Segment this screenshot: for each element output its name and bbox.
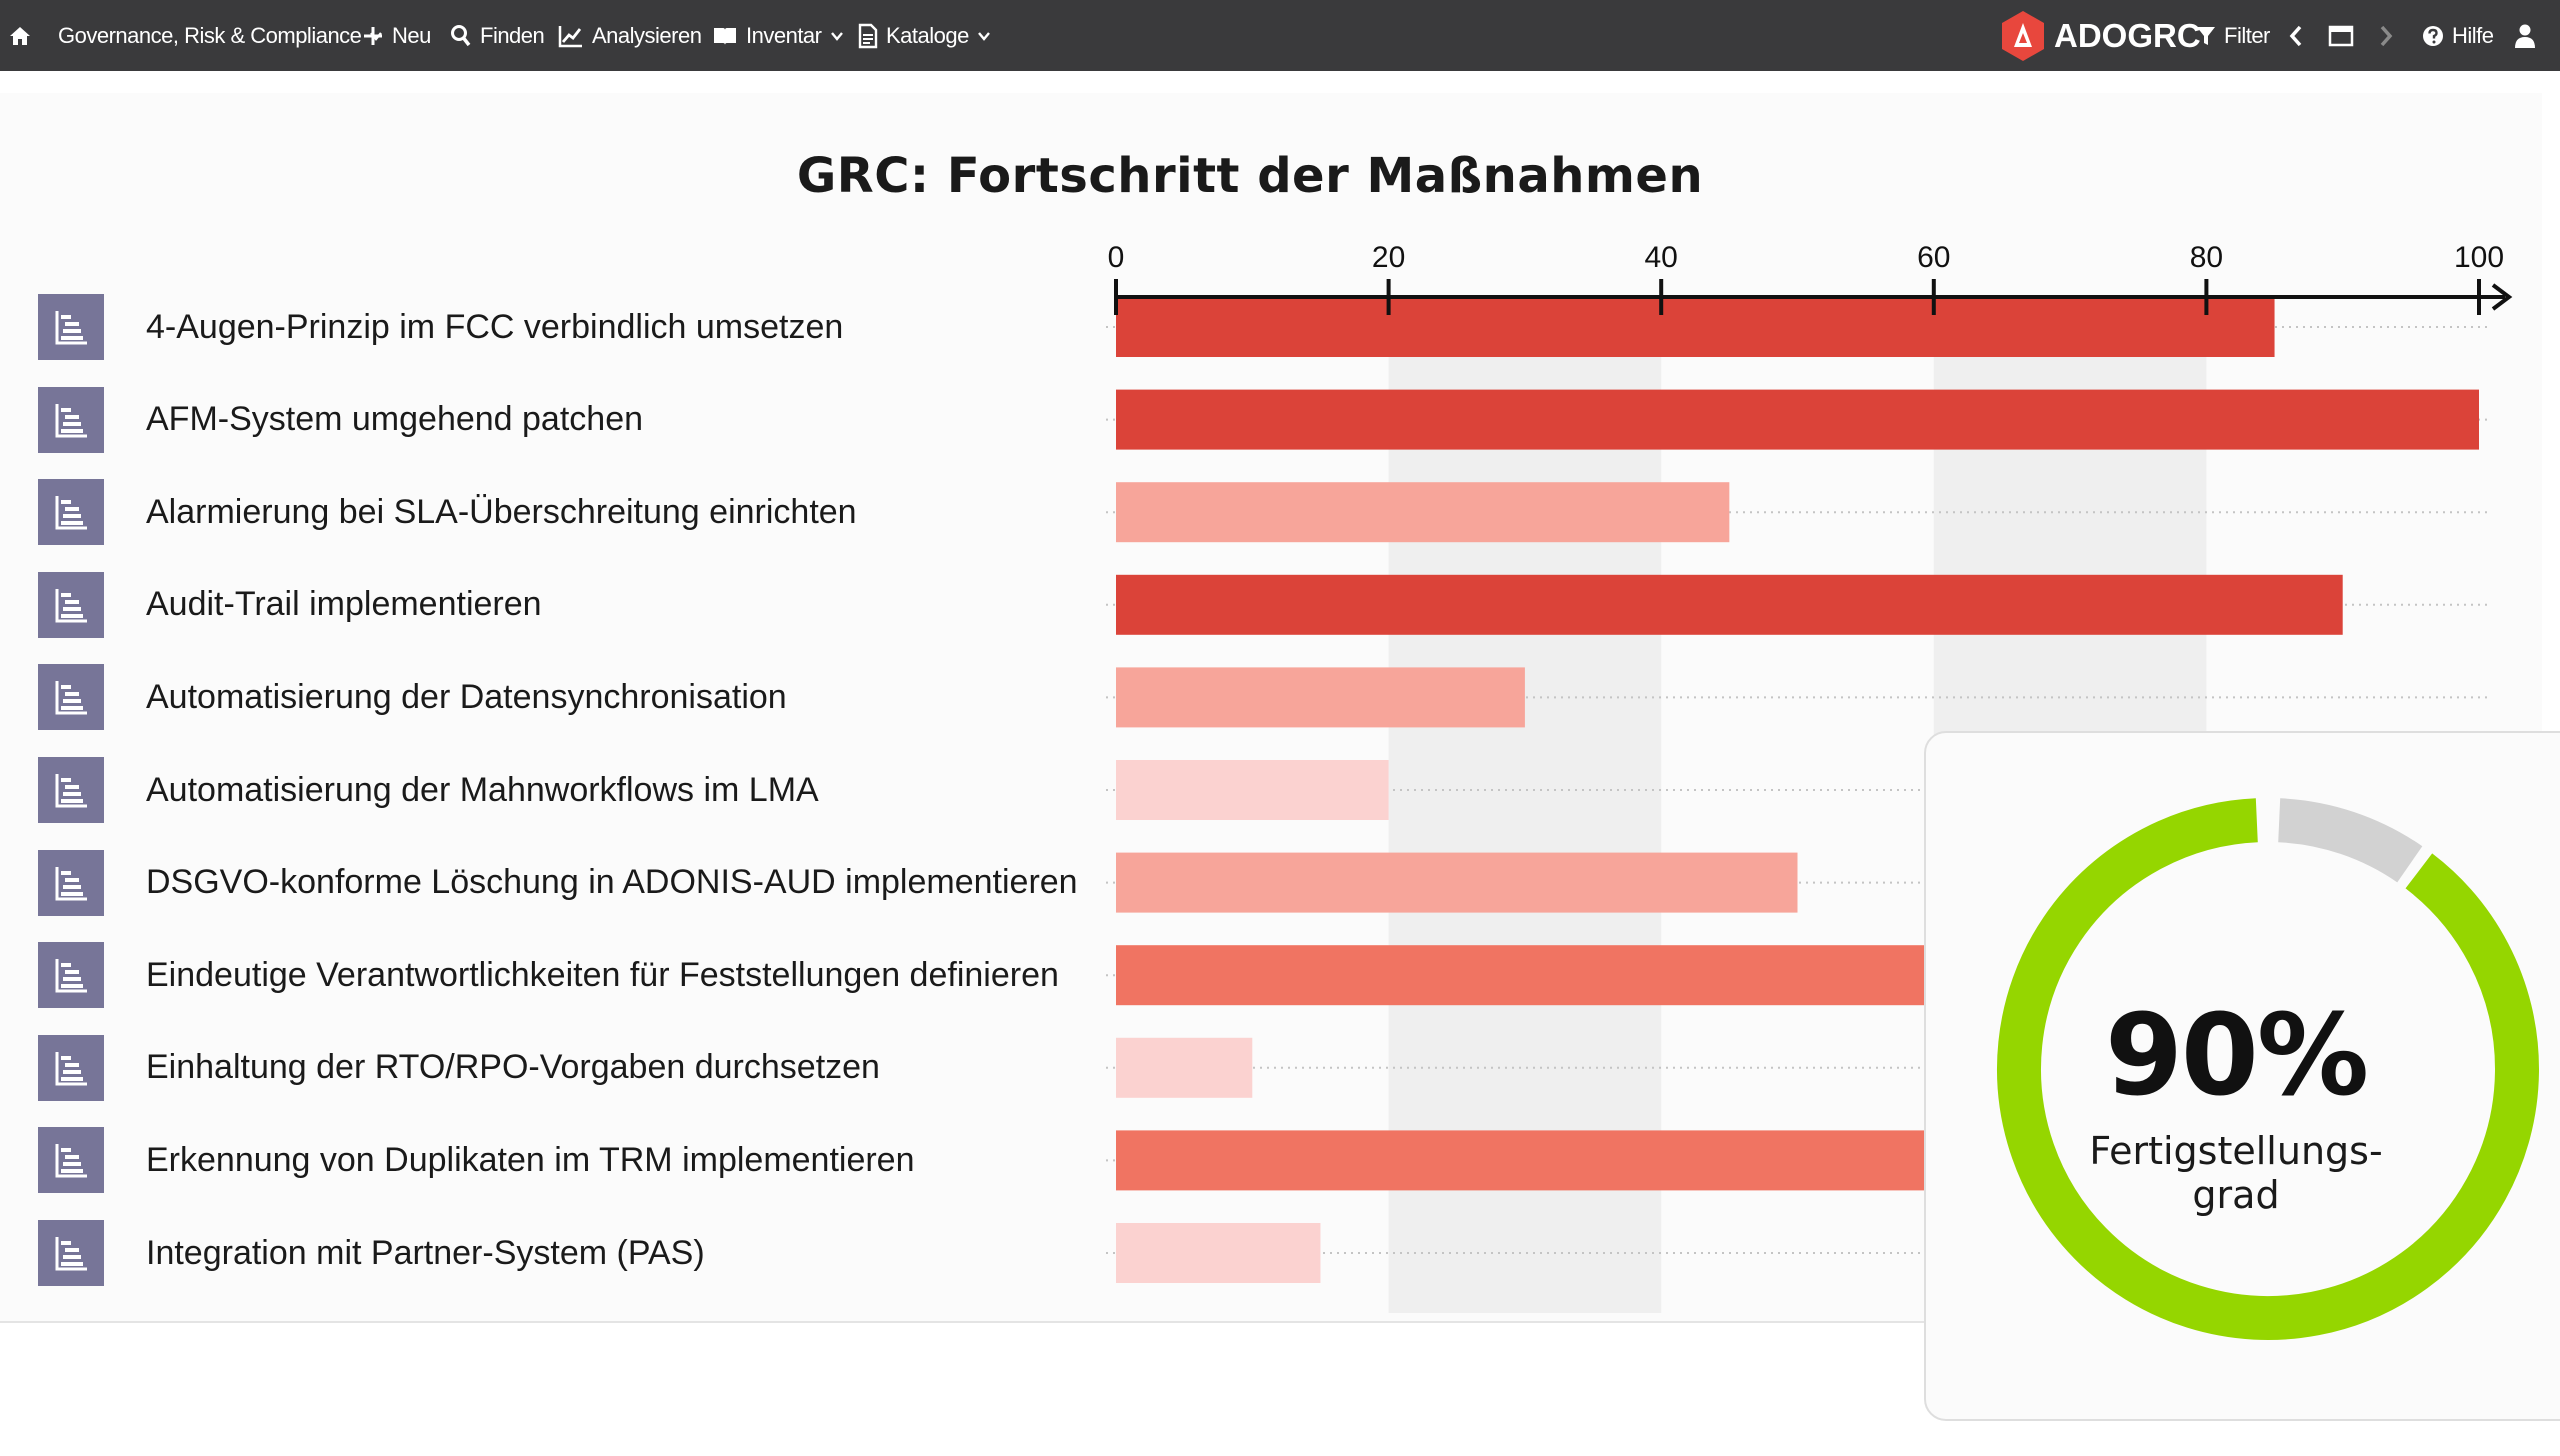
gantt-icon <box>55 774 87 808</box>
chevron-down-icon <box>977 31 990 41</box>
gantt-icon <box>55 1051 87 1086</box>
help-button[interactable]: Hilfe <box>2422 0 2494 71</box>
measure-label[interactable]: Eindeutige Verantwortlichkeiten für Fest… <box>146 955 1059 994</box>
measure-icon[interactable] <box>38 1127 104 1194</box>
forward-button[interactable] <box>2378 0 2394 71</box>
gantt-icon <box>55 866 87 901</box>
gantt-icon <box>55 588 87 623</box>
measure-icon[interactable] <box>38 294 104 360</box>
gantt-icon <box>55 403 87 438</box>
measure-icon[interactable] <box>38 1220 104 1286</box>
brand-name: ADOGRC <box>2054 16 2201 54</box>
find-button[interactable]: Finden <box>450 0 545 71</box>
measure-icon[interactable] <box>38 757 104 823</box>
gantt-icon <box>55 1237 87 1271</box>
gantt-icon <box>55 1144 87 1178</box>
progress-bar <box>1116 1037 1253 1098</box>
window-button[interactable] <box>2328 0 2354 71</box>
user-button[interactable] <box>2514 0 2536 71</box>
measure-icon[interactable] <box>38 942 104 1009</box>
filter-button[interactable]: Filter <box>2196 0 2270 71</box>
completion-card: 90% Fertigstellungs- grad <box>1924 731 2560 1421</box>
gantt-icon <box>55 959 87 993</box>
x-tick-label: 20 <box>1372 241 1405 274</box>
donut-remaining-segment <box>2277 798 2423 883</box>
filter-button-label: Filter <box>2224 22 2270 48</box>
catalogs-menu[interactable]: Kataloge <box>858 0 991 71</box>
measure-label[interactable]: Einhaltung der RTO/RPO-Vorgaben durchset… <box>146 1048 880 1087</box>
x-tick-label: 100 <box>2454 241 2504 274</box>
search-icon <box>451 24 471 46</box>
measure-icon[interactable] <box>38 386 104 453</box>
adogrc-logo-icon <box>2002 10 2044 61</box>
help-icon <box>2423 25 2443 46</box>
x-axis-arrow <box>2491 283 2513 311</box>
chevron-right-icon <box>2380 25 2393 46</box>
completion-label: Fertigstellungs- grad <box>2016 1129 2456 1217</box>
measure-label[interactable]: Integration mit Partner-System (PAS) <box>146 1233 705 1272</box>
document-icon <box>858 23 878 48</box>
window-icon <box>2328 25 2354 46</box>
measure-icon[interactable] <box>38 849 104 916</box>
progress-bar <box>1116 760 1389 820</box>
progress-bar <box>1116 1223 1321 1283</box>
measure-label[interactable]: Automatisierung der Datensynchronisation <box>146 677 787 716</box>
gantt-icon <box>55 311 87 345</box>
back-button[interactable] <box>2288 0 2304 71</box>
progress-bar <box>1116 574 2343 635</box>
x-tick-label: 0 <box>1108 241 1125 274</box>
x-tick-label: 40 <box>1645 241 1678 274</box>
line-chart-icon <box>558 25 582 47</box>
inventory-menu[interactable]: Inventar <box>712 0 844 71</box>
measure-label[interactable]: AFM-System umgehend patchen <box>146 400 644 439</box>
measure-icon[interactable] <box>38 1034 104 1101</box>
measure-label[interactable]: 4-Augen-Prinzip im FCC verbindlich umset… <box>146 307 844 346</box>
donut-progress-segment <box>1997 798 2539 1340</box>
new-button[interactable]: Neu <box>362 0 431 71</box>
measure-label[interactable]: Automatisierung der Mahnworkflows im LMA <box>146 770 819 809</box>
completion-percentage: 90% <box>2104 991 2369 1121</box>
plus-icon <box>364 26 382 45</box>
filter-icon <box>2197 26 2215 45</box>
catalogs-menu-label: Kataloge <box>886 22 969 48</box>
analyze-button[interactable]: Analysieren <box>558 0 702 71</box>
x-tick-label: 60 <box>1917 241 1950 274</box>
chevron-down-icon <box>830 31 843 41</box>
brand-logo: ADOGRC <box>2000 0 2201 71</box>
measure-icon[interactable] <box>38 571 104 638</box>
progress-bar <box>1116 945 2002 1006</box>
governance-menu-label: Governance, Risk & Compliance <box>58 22 362 48</box>
gantt-icon <box>55 496 87 530</box>
measure-label[interactable]: Alarmierung bei SLA-Überschreitung einri… <box>146 492 857 531</box>
measure-label[interactable]: DSGVO-konforme Löschung in ADONIS-AUD im… <box>146 863 1078 902</box>
book-icon <box>714 27 736 45</box>
new-button-label: Neu <box>392 22 431 48</box>
completion-donut-chart <box>1997 798 2539 1340</box>
completion-label-line1: Fertigstellungs- <box>2089 1129 2383 1173</box>
progress-bar <box>1116 852 1798 913</box>
governance-menu[interactable]: Governance, Risk & Compliance <box>58 0 383 71</box>
progress-bar <box>1116 482 1730 543</box>
measure-icon[interactable] <box>38 479 104 546</box>
chart-title: GRC: Fortschritt der Maßnahmen <box>796 148 1704 204</box>
find-button-label: Finden <box>480 22 545 48</box>
inventory-menu-label: Inventar <box>746 22 822 48</box>
analyze-button-label: Analysieren <box>592 22 702 48</box>
home-button[interactable] <box>8 0 32 71</box>
measure-icon[interactable] <box>38 664 104 731</box>
completion-label-line2: grad <box>2192 1173 2280 1217</box>
top-navigation-bar: Governance, Risk & Compliance Neu Finden… <box>0 0 2560 71</box>
measure-label[interactable]: Erkennung von Duplikaten im TRM implemen… <box>146 1140 915 1179</box>
progress-bar <box>1116 667 1525 728</box>
measure-label[interactable]: Audit-Trail implementieren <box>146 585 542 624</box>
progress-bar <box>1116 389 2479 450</box>
home-icon <box>10 26 30 45</box>
chevron-left-icon <box>2289 25 2302 46</box>
gantt-icon <box>55 681 87 715</box>
x-tick-label: 80 <box>2190 241 2223 274</box>
progress-bar <box>1116 297 2275 357</box>
help-button-label: Hilfe <box>2452 22 2494 48</box>
user-icon <box>2515 24 2535 48</box>
